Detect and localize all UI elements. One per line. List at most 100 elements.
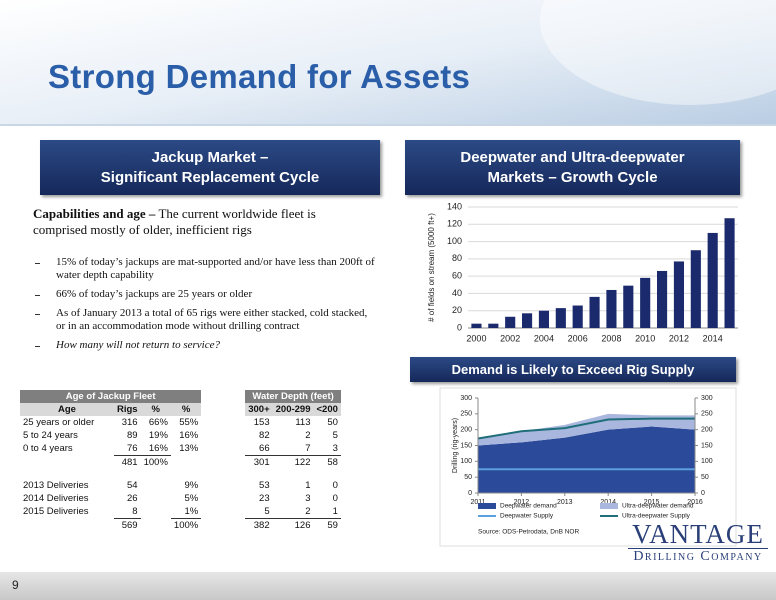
bullet: 15% of today’s jackups are mat-supported…	[33, 256, 378, 282]
table-cell: 5	[264, 506, 270, 517]
y-tick-label: 100	[447, 236, 462, 246]
intro-text: The current worldwide fleet is comprised…	[33, 206, 316, 237]
left-header-line: Significant Replacement Cycle	[100, 168, 320, 186]
intro: Capabilities and age – The current world…	[33, 206, 363, 238]
source-note: Source: ODS-Petrodata, DnB NOR	[478, 529, 579, 536]
table-cell: %	[170, 403, 202, 416]
table-cell: 100%	[140, 455, 171, 469]
y-tick-label: 120	[447, 219, 462, 229]
table-cell	[20, 456, 114, 470]
y-tick-label: 80	[452, 253, 462, 263]
spacer	[20, 469, 341, 479]
table-cell	[20, 519, 114, 533]
bar	[707, 232, 718, 328]
table-row: 481 100% 301 122 58	[20, 455, 341, 470]
bar	[538, 310, 549, 328]
left-header: Jackup Market – Significant Replacement …	[40, 140, 380, 195]
table-cell: 16%	[148, 443, 168, 454]
x-tick-label: 2014	[703, 333, 723, 343]
bar	[555, 308, 566, 328]
table-header-row: Age Rigs%% 300+ 200-299 <200	[20, 403, 341, 416]
table-cell: 200-299	[272, 403, 314, 416]
table-cell: 382	[245, 518, 273, 532]
sub-header: Demand is Likely to Exceed Rig Supply	[410, 357, 736, 382]
area	[478, 426, 695, 493]
y-axis-label: Drilling (rig-years)	[452, 418, 459, 473]
table-cell: 55%	[179, 417, 199, 428]
bar	[673, 261, 684, 328]
bullet: How many will not return to service?	[33, 339, 378, 352]
legend-label: Deepwater Supply	[500, 513, 554, 520]
y-tick-label: 60	[452, 271, 462, 281]
table-row: 2014 Deliveries 26 5% 23 3 0	[20, 492, 341, 505]
table-cell: 66%	[148, 417, 168, 428]
logo: VANTAGE Drilling Company	[628, 520, 768, 565]
y-tick-label: 250	[460, 411, 472, 418]
table-cell: 23	[259, 493, 270, 504]
table-cell: Age	[20, 403, 114, 416]
table-cell: 8	[132, 506, 138, 517]
table-cell: 5 to 24 years	[23, 430, 78, 441]
table-cell: 2	[305, 430, 311, 441]
x-tick-label: 2012	[669, 333, 689, 343]
table-cell: 19%	[148, 430, 168, 441]
y2-tick-label: 150	[701, 442, 713, 449]
table-cell: 2013 Deliveries	[23, 480, 89, 491]
legend-label: Ultra-deepwater demand	[622, 503, 694, 510]
gap	[201, 519, 245, 533]
table-cell: 569	[114, 518, 141, 532]
y2-tick-label: 200	[701, 427, 713, 434]
table-title-row: Age of Jackup Fleet Water Depth (feet)	[20, 390, 341, 403]
x-tick-label: 2010	[635, 333, 655, 343]
legend-swatch	[478, 503, 496, 509]
x-tick-label: 2008	[601, 333, 621, 343]
table-cell: 1	[332, 506, 338, 517]
table-cell: 3	[305, 493, 311, 504]
y-axis-label: # of fields on stream (5000 ft+)	[427, 213, 436, 322]
table-cell: 2	[305, 506, 311, 517]
page-number: 9	[12, 578, 19, 592]
gap	[201, 442, 245, 456]
table-cell	[141, 492, 171, 505]
legend-label: Ultra-deepwater Supply	[622, 513, 691, 520]
x-tick-label: 2006	[568, 333, 588, 343]
table-cell: 1	[305, 480, 311, 491]
table-cell: 82	[259, 430, 270, 441]
x-tick-label: 2011	[470, 499, 485, 506]
table-cell: 0	[332, 493, 338, 504]
table-cell: 481	[114, 455, 141, 469]
table-title: Water Depth (feet)	[245, 390, 341, 403]
table-row: 2015 Deliveries 8 1% 5 2 1	[20, 505, 341, 519]
table-cell: 100%	[170, 518, 202, 532]
gap	[201, 416, 245, 429]
y-tick-label: 0	[457, 322, 462, 332]
y-tick-label: 140	[447, 201, 462, 211]
table-cell	[141, 505, 171, 519]
table-row: 569 100% 382 126 59	[20, 518, 341, 533]
area	[478, 413, 695, 446]
legend-swatch	[600, 503, 618, 509]
table-cell: 113	[295, 417, 311, 428]
table-cell: 16%	[179, 430, 199, 441]
bar	[606, 289, 617, 328]
y-tick-label: 40	[452, 288, 462, 298]
logo-tagline: Drilling Company	[628, 548, 768, 565]
bar	[572, 305, 583, 328]
x-tick-label: 2000	[466, 333, 486, 343]
table-cell: 5	[332, 430, 338, 441]
gap	[201, 390, 245, 403]
table-row: 25 years or older 316 66% 55% 153 113 50	[20, 416, 341, 429]
x-tick-label: 2015	[644, 499, 660, 506]
table-cell: 5%	[184, 493, 199, 504]
x-tick-label: 2002	[500, 333, 520, 343]
x-tick-label: 2016	[687, 499, 703, 506]
table-cell: 316	[121, 417, 138, 428]
fleet-table: Age of Jackup Fleet Water Depth (feet) Age…	[20, 390, 341, 532]
bar	[471, 323, 482, 328]
slide-title: Strong Demand for Assets	[48, 58, 471, 95]
bar	[640, 277, 651, 328]
table-cell: 89	[127, 430, 138, 441]
bullet: 66% of today’s jackups are 25 years or o…	[33, 288, 378, 301]
